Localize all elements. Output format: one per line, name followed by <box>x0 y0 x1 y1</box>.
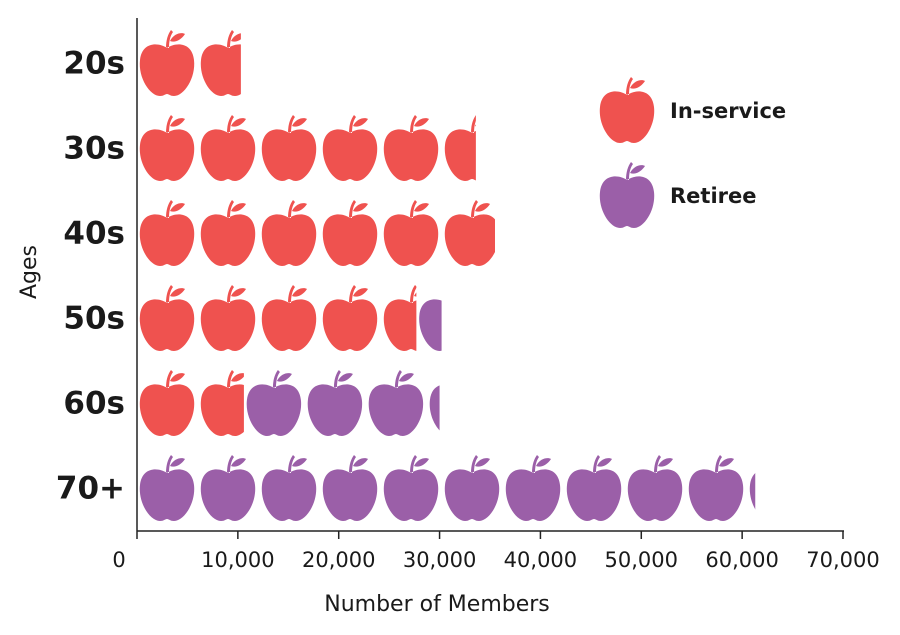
bar-segment <box>419 299 442 351</box>
legend-swatch <box>599 77 655 143</box>
x-tick-label: 70,000 <box>806 548 879 572</box>
x-tick-label: 0 <box>112 548 125 572</box>
y-axis-title: Ages <box>17 245 42 299</box>
bar-segment <box>139 200 496 266</box>
x-tick-label: 40,000 <box>504 548 577 572</box>
bar-segment <box>139 285 417 351</box>
legend-label: In-service <box>670 99 786 123</box>
y-tick-label: 70+ <box>56 471 125 507</box>
bar-segment <box>139 455 756 521</box>
bar-segment <box>139 370 244 436</box>
y-tick-label: 60s <box>63 386 125 422</box>
x-tick-label: 30,000 <box>403 548 476 572</box>
y-tick-label: 30s <box>63 131 125 167</box>
legend-label: Retiree <box>670 184 757 208</box>
y-tick-label: 20s <box>63 46 125 82</box>
bar-segment <box>246 370 440 436</box>
bar-segment <box>139 115 476 181</box>
bar-segment <box>139 30 241 96</box>
legend-swatch <box>599 162 655 228</box>
x-tick-label: 50,000 <box>605 548 678 572</box>
y-tick-label: 50s <box>63 301 125 337</box>
x-tick-label: 60,000 <box>705 548 778 572</box>
x-tick-label: 10,000 <box>201 548 274 572</box>
y-tick-label: 40s <box>63 216 125 252</box>
x-tick-label: 20,000 <box>302 548 375 572</box>
x-axis-title: Number of Members <box>324 592 550 617</box>
